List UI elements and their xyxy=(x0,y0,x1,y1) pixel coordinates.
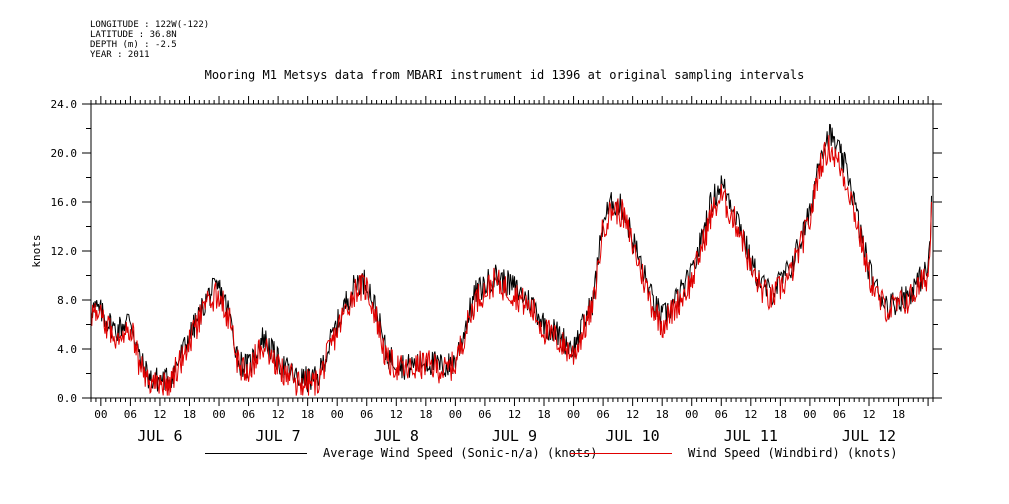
series-line-1 xyxy=(90,135,932,396)
x-hour-label: 06 xyxy=(715,408,728,421)
x-hour-label: 06 xyxy=(242,408,255,421)
x-hour-label: 06 xyxy=(478,408,491,421)
x-hour-label: 18 xyxy=(537,408,550,421)
tick-marks xyxy=(82,96,942,406)
x-hour-label: 00 xyxy=(449,408,462,421)
x-hour-label: 12 xyxy=(626,408,639,421)
y-tick-label: 12.0 xyxy=(51,245,78,258)
x-day-label: JUL 11 xyxy=(724,427,778,445)
x-day-label: JUL 6 xyxy=(137,427,182,445)
x-day-label: JUL 10 xyxy=(606,427,660,445)
y-tick-label: 16.0 xyxy=(51,196,78,209)
x-hour-label: 12 xyxy=(390,408,403,421)
legend-item-windbird: Wind Speed (Windbird) (knots) xyxy=(570,446,898,460)
legend-item-sonic: Average Wind Speed (Sonic-n/a) (knots) xyxy=(205,446,598,460)
x-hour-label: 18 xyxy=(774,408,787,421)
x-hour-label: 00 xyxy=(567,408,580,421)
legend: Average Wind Speed (Sonic-n/a) (knots) W… xyxy=(0,446,1009,466)
x-hour-label: 00 xyxy=(212,408,225,421)
legend-label-sonic: Average Wind Speed (Sonic-n/a) (knots) xyxy=(323,446,598,460)
legend-swatch-sonic xyxy=(205,452,307,454)
x-hour-label: 18 xyxy=(301,408,314,421)
y-axis-label: knots xyxy=(30,234,43,267)
x-hour-label: 12 xyxy=(153,408,166,421)
y-tick-labels: 0.0 4.0 8.0 12.0 16.0 20.0 24.0 xyxy=(51,98,78,405)
y-tick-label: 8.0 xyxy=(57,294,77,307)
y-tick-label: 4.0 xyxy=(57,343,77,356)
x-hour-label: 00 xyxy=(803,408,816,421)
x-hour-label: 12 xyxy=(862,408,875,421)
x-day-label: JUL 12 xyxy=(842,427,896,445)
x-hour-label: 18 xyxy=(419,408,432,421)
x-hour-label: 18 xyxy=(183,408,196,421)
x-hour-label: 12 xyxy=(744,408,757,421)
series-line-0 xyxy=(90,123,932,393)
x-day-label: JUL 7 xyxy=(256,427,301,445)
plot-frame xyxy=(90,103,934,399)
day-labels: JUL 6 JUL 7 JUL 8 JUL 9 JUL 10 JUL 11 JUL 12 xyxy=(137,427,896,445)
x-hour-label: 18 xyxy=(656,408,669,421)
x-hour-label: 00 xyxy=(331,408,344,421)
series-lines xyxy=(90,123,932,396)
chart-title: Mooring M1 Metsys data from MBARI instru… xyxy=(204,68,805,82)
legend-swatch-windbird xyxy=(570,452,672,454)
x-hour-label: 06 xyxy=(124,408,137,421)
y-tick-label: 24.0 xyxy=(51,98,78,111)
latitude-label: LATITUDE : 36.8N xyxy=(90,30,177,40)
legend-label-windbird: Wind Speed (Windbird) (knots) xyxy=(688,446,898,460)
x-day-label: JUL 9 xyxy=(492,427,537,445)
year-label: YEAR : 2011 xyxy=(90,50,150,60)
depth-label: DEPTH (m) : -2.5 xyxy=(90,40,177,50)
x-hour-label: 12 xyxy=(271,408,284,421)
x-hour-label: 00 xyxy=(685,408,698,421)
x-hour-label: 06 xyxy=(833,408,846,421)
x-hour-label: 00 xyxy=(94,408,107,421)
x-hour-label: 12 xyxy=(508,408,521,421)
y-tick-label: 20.0 xyxy=(51,147,78,160)
x-hour-label: 06 xyxy=(596,408,609,421)
y-tick-label: 0.0 xyxy=(57,392,77,405)
metadata-block: LONGITUDE : 122W(-122) LATITUDE : 36.8N … xyxy=(90,20,209,60)
x-hour-label: 06 xyxy=(360,408,373,421)
longitude-label: LONGITUDE : 122W(-122) xyxy=(90,20,210,30)
x-day-label: JUL 8 xyxy=(374,427,419,445)
x-hour-label: 18 xyxy=(892,408,905,421)
x-tick-labels: 00 06 12 18 00 06 12 18 00 06 12 18 00 06 12 18 00 06 12 18… xyxy=(94,408,905,421)
